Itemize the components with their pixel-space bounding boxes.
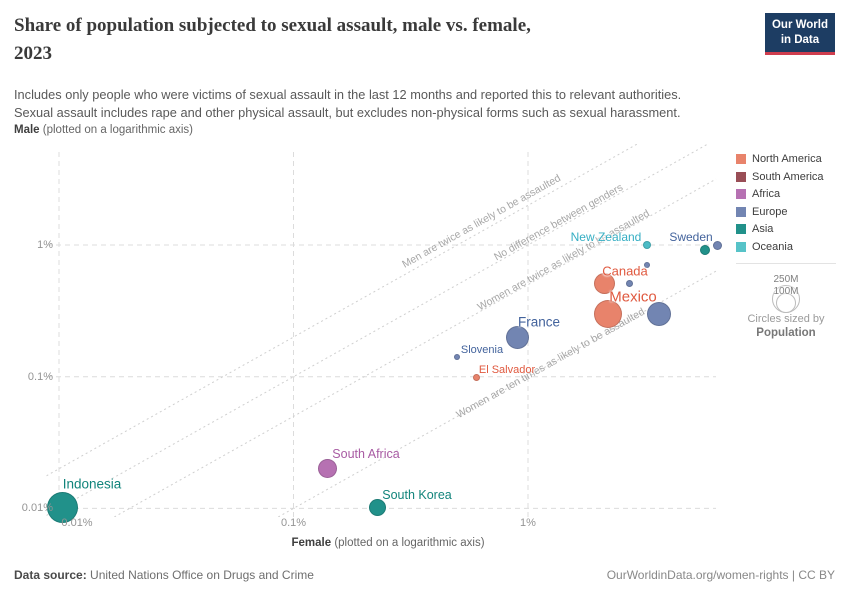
dot-el-salvador[interactable] [472,374,480,382]
y-axis-name: Male [14,124,40,136]
y-axis-title: Male (plotted on a logarithmic axis) [14,124,193,136]
dot-mexico[interactable] [594,299,623,328]
data-source: Data source: United Nations Office on Dr… [14,568,314,582]
x-tick-0-01: 0.01% [61,517,93,529]
dot-south-korea[interactable] [369,499,387,517]
dot-indonesia[interactable] [46,491,78,523]
legend-divider [736,263,836,264]
subtitle-line-1: Includes only people who were victims of… [14,87,682,102]
legend-label-africa: Africa [752,188,781,201]
logo-line-1: Our World [771,19,828,31]
legend-swatch-south-america [736,171,746,182]
page-title: Share of population subjected to sexual … [14,12,759,67]
ref-line-no-difference-between-genders [46,144,709,516]
owid-link[interactable]: OurWorldinData.org/women-rights | CC BY [606,568,835,582]
subtitle-line-2: Sexual assault includes rape and other p… [14,104,681,120]
ref-line-women-are-twice-as-likely-to-be-assaulted [114,178,717,517]
legend-swatch-north-america [736,154,746,164]
dot-unlabeled-europe[interactable] [643,262,650,269]
legend-label-europe: Europe [752,205,788,218]
x-tick-0-1: 0.1% [280,517,307,529]
point-label-france: France [517,314,561,330]
legend-item-asia[interactable]: Asia [736,222,773,236]
dot-slovenia[interactable] [454,354,461,360]
point-label-new-zealand: New Zealand [570,230,642,244]
point-label-indonesia: Indonesia [62,476,122,492]
size-legend-caption: Circles sized by [747,313,825,325]
legend-swatch-oceania [736,242,746,252]
dot-sweden[interactable] [712,240,722,250]
x-tick-1: 1% [520,517,536,529]
point-label-sweden: Sweden [669,230,713,244]
legend-label-oceania: Oceania [752,241,793,253]
owid-logo[interactable]: Our World in Data [764,13,835,55]
size-legend-caption-bold: Population [756,327,816,339]
legend-label-north-america: North America [752,153,822,165]
size-circle-100m [776,293,796,313]
title-line-1: Share of population subjected to sexual … [14,15,531,36]
dot-south-africa[interactable] [317,459,337,479]
legend-label-south-america: South America [752,170,824,183]
x-axis-note: (plotted on a logarithmic axis) [334,537,485,549]
ref-line-women-are-ten-times-as-likely-to-be-assaulted [277,270,717,517]
y-axis-note: (plotted on a logarithmic axis) [42,124,193,136]
dot-unlabeled-asia[interactable] [700,244,711,255]
title-line-2: 2023 [14,42,52,64]
legend-item-north-america[interactable]: North America [736,152,822,166]
x-axis-title: Female (plotted on a logarithmic axis) [291,537,484,549]
data-source-label: Data source: [14,568,87,582]
legend-swatch-europe [736,206,746,217]
chart-subtitle: Includes only people who were victims of… [14,86,824,121]
point-label-el-salvador: El Salvador [478,364,536,376]
y-tick-1: 1% [37,239,53,251]
point-label-south-korea: South Korea [382,488,452,502]
dot-unlabeled-europe[interactable] [625,280,633,287]
data-source-value: United Nations Office on Drugs and Crime [90,568,314,582]
size-legend-circles [772,285,800,313]
point-label-south-africa: South Africa [332,447,400,461]
x-axis-name: Female [291,537,332,549]
dot-unlabeled-europe[interactable] [646,301,671,326]
legend-item-oceania[interactable]: Oceania [736,240,793,254]
size-legend-small-label: 100M [773,286,799,297]
legend-swatch-africa [736,189,746,200]
legend-label-asia: Asia [752,223,774,236]
y-tick-0-01: 0.01% [21,502,53,515]
legend-item-africa[interactable]: Africa [736,187,780,201]
size-legend-big-label: 250M [773,274,799,285]
dot-canada[interactable] [593,273,615,294]
reference-lines [46,144,717,517]
dot-france[interactable] [505,325,529,349]
y-tick-0-1: 0.1% [27,370,53,383]
point-label-canada: Canada [602,263,648,279]
dot-new-zealand[interactable] [642,241,651,249]
legend-item-south-america[interactable]: South America [736,170,824,184]
legend-swatch-asia [736,224,746,235]
point-label-slovenia: Slovenia [460,344,504,356]
logo-line-2: in Data [780,33,820,46]
point-label-mexico: Mexico [609,288,657,306]
legend-item-europe[interactable]: Europe [736,205,787,219]
